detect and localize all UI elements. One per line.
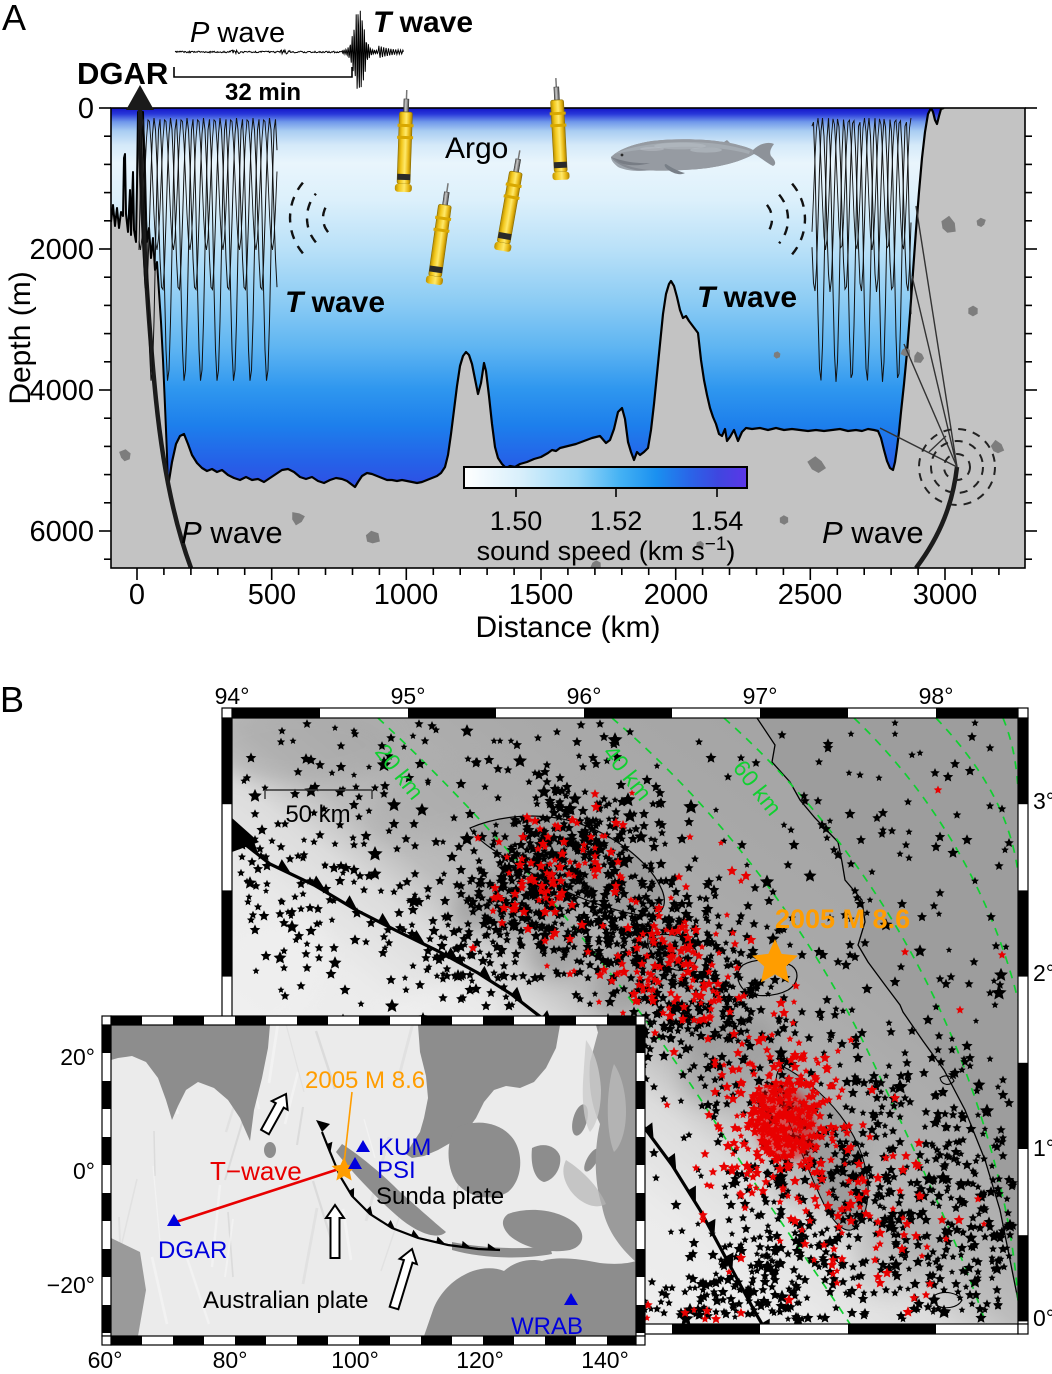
svg-text:0: 0 bbox=[129, 579, 145, 611]
svg-text:−20°: −20° bbox=[47, 1272, 95, 1298]
svg-text:Argo: Argo bbox=[445, 132, 508, 165]
svg-text:80°: 80° bbox=[213, 1347, 248, 1373]
svg-text:P wave: P wave bbox=[822, 515, 924, 550]
svg-text:1.52: 1.52 bbox=[590, 506, 643, 536]
svg-text:97°: 97° bbox=[743, 683, 778, 709]
svg-text:P wave: P wave bbox=[181, 515, 283, 550]
svg-text:0°: 0° bbox=[1033, 1305, 1052, 1331]
svg-text:3000: 3000 bbox=[913, 579, 978, 611]
svg-text:94°: 94° bbox=[215, 683, 250, 709]
svg-text:120°: 120° bbox=[456, 1347, 504, 1373]
svg-text:T wave: T wave bbox=[697, 281, 797, 314]
svg-text:500: 500 bbox=[248, 579, 296, 611]
svg-text:Sunda plate: Sunda plate bbox=[376, 1183, 504, 1210]
svg-text:2500: 2500 bbox=[778, 579, 843, 611]
svg-text:P wave: P wave bbox=[190, 17, 285, 49]
svg-text:1.54: 1.54 bbox=[691, 506, 744, 536]
svg-text:Distance (km): Distance (km) bbox=[475, 611, 660, 644]
svg-text:1°: 1° bbox=[1033, 1135, 1052, 1161]
svg-text:2005 M 8.6: 2005 M 8.6 bbox=[305, 1067, 425, 1094]
svg-text:B: B bbox=[0, 679, 24, 720]
svg-text:32 min: 32 min bbox=[225, 79, 301, 106]
svg-text:Depth (m): Depth (m) bbox=[4, 271, 37, 404]
svg-text:20°: 20° bbox=[60, 1044, 95, 1070]
svg-text:96°: 96° bbox=[567, 683, 602, 709]
svg-text:Australian plate: Australian plate bbox=[203, 1287, 368, 1314]
svg-text:50 km: 50 km bbox=[285, 801, 350, 828]
svg-text:60°: 60° bbox=[88, 1347, 123, 1373]
svg-text:2000: 2000 bbox=[644, 579, 709, 611]
svg-text:100°: 100° bbox=[331, 1347, 379, 1373]
svg-text:KUM: KUM bbox=[378, 1134, 431, 1161]
svg-text:T wave: T wave bbox=[373, 6, 473, 39]
svg-text:1.50: 1.50 bbox=[490, 506, 543, 536]
svg-text:DGAR: DGAR bbox=[158, 1237, 227, 1264]
svg-text:0°: 0° bbox=[73, 1158, 95, 1184]
svg-text:WRAB: WRAB bbox=[511, 1313, 583, 1340]
svg-text:DGAR: DGAR bbox=[77, 56, 168, 91]
svg-text:3°: 3° bbox=[1033, 788, 1052, 814]
svg-text:2005 M 8.6: 2005 M 8.6 bbox=[775, 904, 910, 934]
svg-text:T wave: T wave bbox=[285, 286, 385, 319]
svg-text:95°: 95° bbox=[391, 683, 426, 709]
svg-text:2000: 2000 bbox=[29, 234, 94, 266]
svg-text:1500: 1500 bbox=[509, 579, 574, 611]
svg-text:98°: 98° bbox=[919, 683, 954, 709]
svg-text:2°: 2° bbox=[1033, 960, 1052, 986]
svg-text:140°: 140° bbox=[581, 1347, 629, 1373]
svg-text:0: 0 bbox=[78, 93, 94, 125]
svg-text:T−wave: T−wave bbox=[210, 1156, 302, 1186]
svg-text:4000: 4000 bbox=[29, 375, 94, 407]
svg-text:6000: 6000 bbox=[29, 516, 94, 548]
svg-text:A: A bbox=[2, 0, 26, 38]
svg-text:1000: 1000 bbox=[374, 579, 439, 611]
svg-text:PSI: PSI bbox=[377, 1157, 416, 1184]
svg-text:sound speed (km s−1): sound speed (km s−1) bbox=[477, 534, 736, 567]
